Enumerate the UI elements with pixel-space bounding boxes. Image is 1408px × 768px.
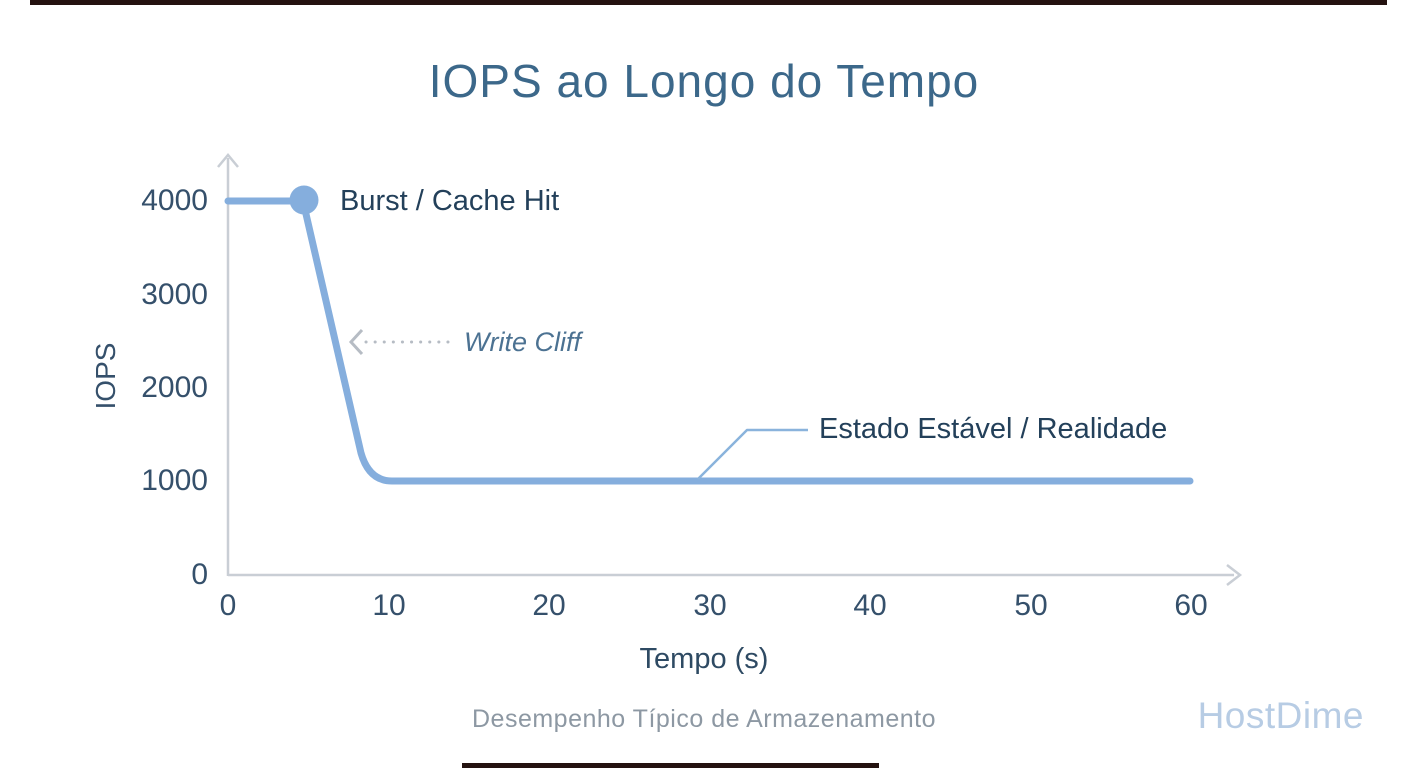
burst-marker-dot (289, 185, 319, 215)
y-tick-4000: 4000 (141, 184, 208, 217)
y-tick-2000: 2000 (141, 371, 208, 404)
x-axis-arrow-icon (1226, 564, 1243, 586)
clipped-text-artifact-bottom (462, 763, 879, 768)
annotation-steady-state: Estado Estável / Realidade (819, 413, 1168, 445)
x-tick-40: 40 (853, 589, 887, 622)
x-tick-50: 50 (1014, 589, 1048, 622)
chart-subtitle: Desempenho Típico de Armazenamento (471, 705, 937, 733)
annotation-burst-cache-hit: Burst / Cache Hit (340, 185, 560, 217)
x-tick-0: 0 (219, 589, 237, 622)
y-tick-3000: 3000 (141, 278, 208, 311)
x-tick-60: 60 (1174, 589, 1208, 622)
y-axis-arrow-icon (217, 153, 239, 168)
iops-series-line (224, 197, 1194, 485)
y-tick-0: 0 (191, 558, 208, 591)
chart-title: IOPS ao Longo do Tempo (428, 55, 980, 107)
x-tick-10: 10 (372, 589, 406, 622)
clipped-text-artifact-top (30, 0, 1387, 5)
x-tick-30: 30 (693, 589, 727, 622)
x-axis-title: Tempo (s) (639, 643, 769, 675)
hostdime-logo: HostDime (1197, 695, 1364, 736)
y-tick-1000: 1000 (141, 464, 208, 497)
x-tick-20: 20 (532, 589, 566, 622)
write-cliff-arrowhead-icon (348, 328, 364, 356)
steady-state-callout-line (697, 428, 808, 480)
annotation-write-cliff: Write Cliff (464, 327, 581, 357)
